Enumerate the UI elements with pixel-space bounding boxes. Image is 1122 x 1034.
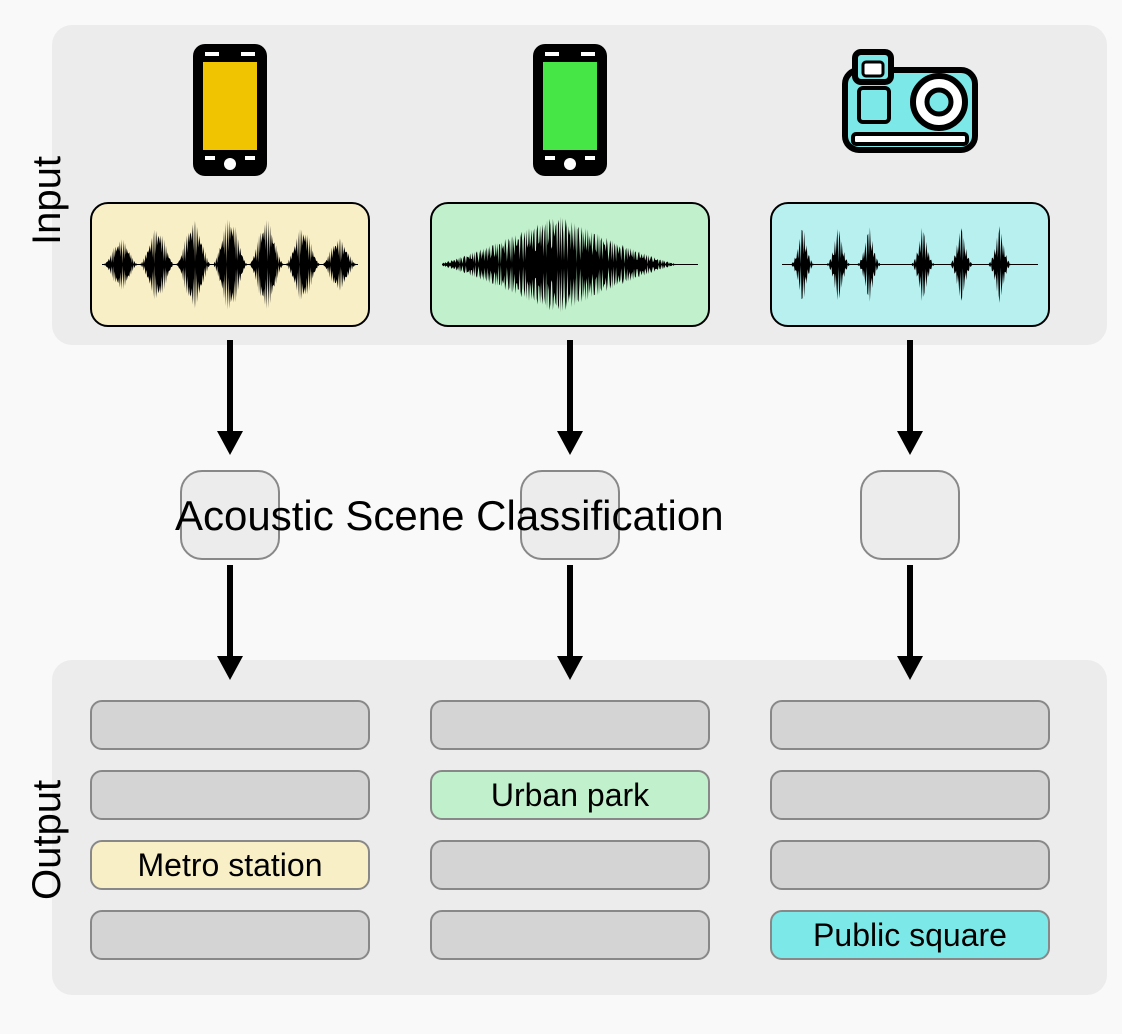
flow-arrow <box>215 565 245 680</box>
output-row <box>770 770 1050 820</box>
output-label: Output <box>25 780 70 900</box>
flow-arrow <box>895 565 925 680</box>
output-column: Metro station <box>90 700 370 980</box>
waveform <box>90 202 370 327</box>
output-row <box>770 840 1050 890</box>
phone-icon <box>185 40 275 185</box>
output-row <box>430 840 710 890</box>
output-row <box>430 700 710 750</box>
waveform <box>430 202 710 327</box>
flow-arrow <box>555 565 585 680</box>
input-label: Input <box>25 156 70 245</box>
output-row: Metro station <box>90 840 370 890</box>
phone-icon <box>525 40 615 185</box>
classifier-box <box>860 470 960 560</box>
output-column: Urban park <box>430 700 710 980</box>
output-row <box>90 770 370 820</box>
flow-arrow <box>555 340 585 455</box>
output-row: Urban park <box>430 770 710 820</box>
flow-arrow <box>215 340 245 455</box>
flow-arrow <box>895 340 925 455</box>
output-row: Public square <box>770 910 1050 960</box>
waveform <box>770 202 1050 327</box>
camera-icon <box>835 40 985 165</box>
output-row <box>90 910 370 960</box>
output-row <box>770 700 1050 750</box>
classifier-label: Acoustic Scene Classification <box>175 492 724 540</box>
output-row <box>90 700 370 750</box>
output-column: Public square <box>770 700 1050 980</box>
output-row <box>430 910 710 960</box>
